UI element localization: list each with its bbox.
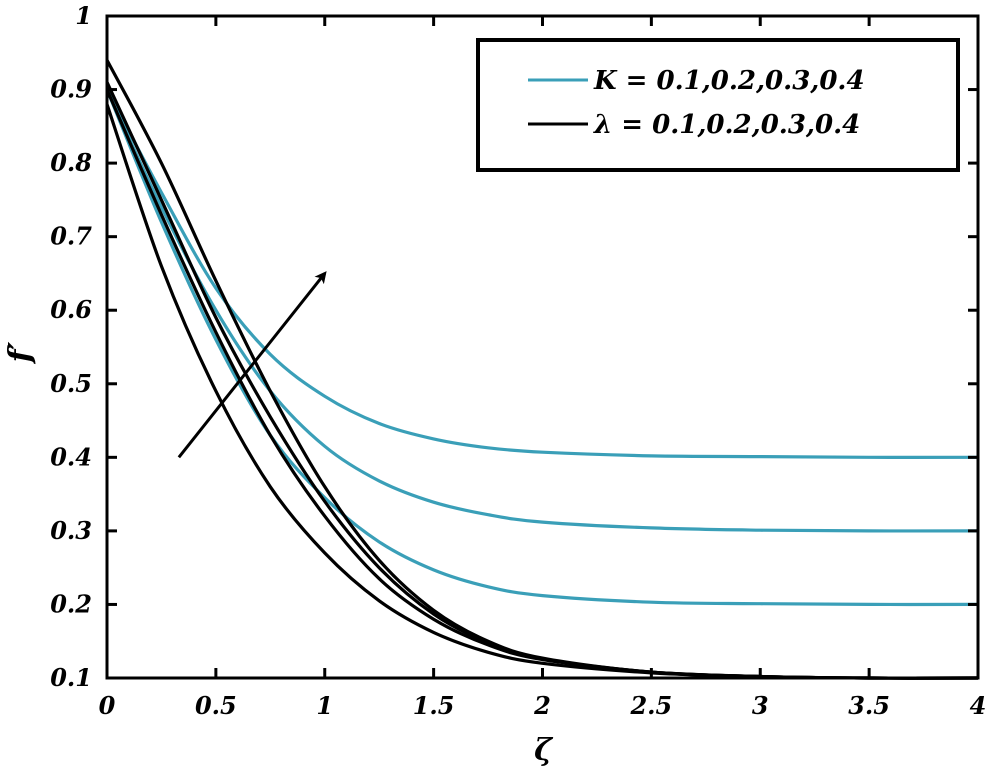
x-tick-label: 1.5 bbox=[413, 691, 455, 720]
annotation-layer bbox=[177, 271, 327, 459]
legend-box bbox=[476, 38, 960, 172]
y-tick-label: 0.9 bbox=[50, 75, 92, 104]
y-tick-label: 0.6 bbox=[50, 295, 92, 324]
legend-label-k: K = 0.1,0.2,0.3,0.4 bbox=[593, 66, 865, 96]
y-tick-label: 0.4 bbox=[50, 442, 92, 471]
trend-arrow bbox=[177, 271, 327, 459]
y-tick-label: 1 bbox=[75, 1, 92, 30]
x-tick-label: 3 bbox=[752, 691, 769, 720]
k-series-line-1 bbox=[105, 88, 979, 533]
x-tick-label: 0.5 bbox=[195, 691, 237, 720]
y-tick-label: 0.3 bbox=[50, 516, 92, 545]
x-tick-label: 1 bbox=[316, 691, 333, 720]
x-tick-label: 3.5 bbox=[848, 691, 890, 720]
x-tick-label: 2.5 bbox=[629, 691, 672, 720]
x-tick-label: 4 bbox=[970, 691, 987, 720]
legend-label-lambda: λ = 0.1,0.2,0.3,0.4 bbox=[593, 110, 860, 140]
y-tick-label: 0.2 bbox=[50, 589, 92, 618]
x-axis-label: ζ bbox=[534, 733, 554, 768]
k-series-line-0 bbox=[105, 88, 979, 607]
y-tick-label: 0.7 bbox=[50, 222, 92, 251]
legend: K = 0.1,0.2,0.3,0.4 λ = 0.1,0.2,0.3,0.4 bbox=[476, 38, 960, 172]
x-tick-label: 0 bbox=[99, 691, 116, 720]
y-axis-label: f′ bbox=[3, 342, 38, 365]
series-layer bbox=[105, 59, 979, 680]
y-tick-label: 0.1 bbox=[50, 663, 92, 692]
lambda-series-line-3 bbox=[105, 103, 979, 680]
y-tick-label: 0.8 bbox=[50, 148, 92, 177]
ticks-layer: 0 0.5 1 1.5 2 2.5 3 3.5 4 0.1 0.2 0.3 0.4 0.5 0.6 0.7 0.… bbox=[50, 1, 986, 720]
y-tick-label: 0.5 bbox=[50, 369, 92, 398]
k-series-line-2 bbox=[105, 88, 979, 459]
x-tick-label: 2 bbox=[533, 691, 551, 720]
